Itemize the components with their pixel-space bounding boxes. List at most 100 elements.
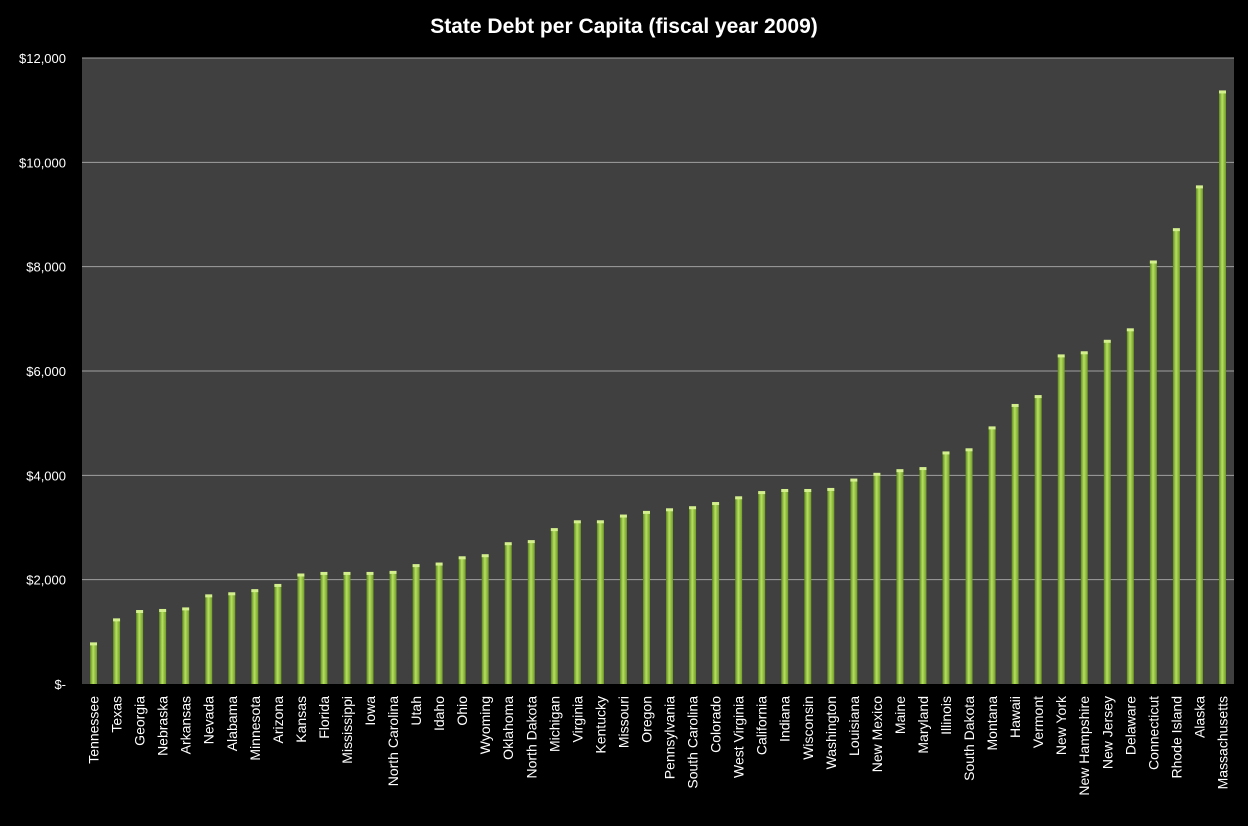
bar <box>159 610 167 684</box>
x-tick-label: Idaho <box>431 696 447 731</box>
bar <box>735 498 743 684</box>
bar-cap <box>205 594 213 598</box>
x-tick-label: Connecticut <box>1145 696 1161 770</box>
bar-cap <box>758 491 766 495</box>
x-tick-label: Vermont <box>1030 696 1046 748</box>
bar-cap <box>113 618 121 622</box>
bar <box>619 516 627 684</box>
bar <box>228 594 236 684</box>
y-tick-label: $10,000 <box>19 155 66 170</box>
bar-cap <box>1011 403 1019 407</box>
x-tick-label: Maryland <box>915 696 931 754</box>
x-tick-label: Iowa <box>362 696 378 726</box>
bar-cap <box>320 571 328 575</box>
x-tick-label: Montana <box>984 696 1000 751</box>
bar <box>481 556 489 684</box>
bar <box>274 585 282 684</box>
bar <box>804 490 812 684</box>
x-tick-label: Kansas <box>293 696 309 743</box>
bar <box>827 489 835 684</box>
bar-cap <box>389 570 397 574</box>
x-tick-label: Massachusetts <box>1214 696 1230 789</box>
bar-cap <box>274 583 282 587</box>
x-tick-label: Washington <box>823 696 839 769</box>
x-tick-label: South Dakota <box>961 696 977 781</box>
bar <box>642 512 650 684</box>
x-tick-label: Arizona <box>270 696 286 744</box>
x-tick-label: Oregon <box>638 696 654 743</box>
bar-cap <box>804 488 812 492</box>
x-tick-label: California <box>754 696 770 755</box>
bar-cap <box>1126 328 1134 332</box>
bar <box>366 573 374 684</box>
y-tick-label: $12,000 <box>19 51 66 66</box>
bar <box>712 504 720 684</box>
bar <box>781 490 789 684</box>
x-tick-label: Utah <box>408 696 424 726</box>
bar-cap <box>228 592 236 596</box>
bar <box>1057 356 1065 684</box>
bar-cap <box>596 520 604 524</box>
x-tick-label: Wyoming <box>477 696 493 754</box>
x-tick-label: Florida <box>316 696 332 739</box>
bar <box>1126 330 1134 684</box>
x-tick-label: North Dakota <box>523 696 539 779</box>
bar <box>596 522 604 684</box>
bar <box>297 575 305 684</box>
bar <box>389 572 397 684</box>
bar-cap <box>1218 90 1226 94</box>
bar-cap <box>182 607 190 611</box>
bar <box>1080 353 1088 684</box>
bar <box>435 564 443 684</box>
x-tick-label: Georgia <box>132 696 148 746</box>
x-tick-label: Nebraska <box>155 696 171 756</box>
bar <box>1218 92 1226 685</box>
bar-cap <box>1172 228 1180 232</box>
bar-cap <box>297 573 305 577</box>
bar-cap <box>251 589 259 593</box>
bar-cap <box>919 467 927 471</box>
bar <box>1149 262 1157 684</box>
bar-cap <box>965 448 973 452</box>
bar-cap <box>136 610 144 614</box>
bar <box>320 573 328 684</box>
bar-cap <box>619 514 627 518</box>
bar <box>919 469 927 684</box>
bar <box>942 453 950 684</box>
x-tick-label: Maine <box>892 696 908 734</box>
x-tick-label: Michigan <box>546 696 562 752</box>
x-tick-label: Alaska <box>1191 696 1207 738</box>
bar <box>666 510 674 684</box>
bar-cap <box>666 508 674 512</box>
x-axis-ticks: Tennessee Texas Georgia Nebraska Arkansas Nev… <box>86 695 1231 796</box>
x-tick-label: New York <box>1053 695 1069 755</box>
bar <box>988 428 996 684</box>
x-tick-label: Arkansas <box>178 696 194 754</box>
x-tick-label: New Hampshire <box>1076 696 1092 796</box>
bar <box>1103 341 1111 684</box>
bar-cap <box>412 564 420 568</box>
bar-cap <box>527 540 535 544</box>
x-tick-label: Louisiana <box>846 696 862 756</box>
bar <box>251 591 259 684</box>
bar-cap <box>1149 260 1157 264</box>
x-tick-label: Delaware <box>1122 696 1138 755</box>
bar <box>90 644 98 684</box>
x-tick-label: Hawaii <box>1007 696 1023 738</box>
x-tick-label: Indiana <box>777 696 793 742</box>
bar-cap <box>827 487 835 491</box>
bar <box>1011 405 1019 684</box>
bar <box>504 544 512 684</box>
bar-cap <box>942 451 950 455</box>
x-tick-label: Nevada <box>201 696 217 744</box>
bar <box>113 620 121 684</box>
x-tick-label: Oklahoma <box>500 696 516 760</box>
bar <box>850 480 858 684</box>
y-tick-label: $6,000 <box>26 364 66 379</box>
bar-cap <box>873 472 881 476</box>
bar-cap <box>343 571 351 575</box>
x-tick-label: Alabama <box>224 696 240 751</box>
bar <box>1172 230 1180 684</box>
bar <box>343 573 351 684</box>
